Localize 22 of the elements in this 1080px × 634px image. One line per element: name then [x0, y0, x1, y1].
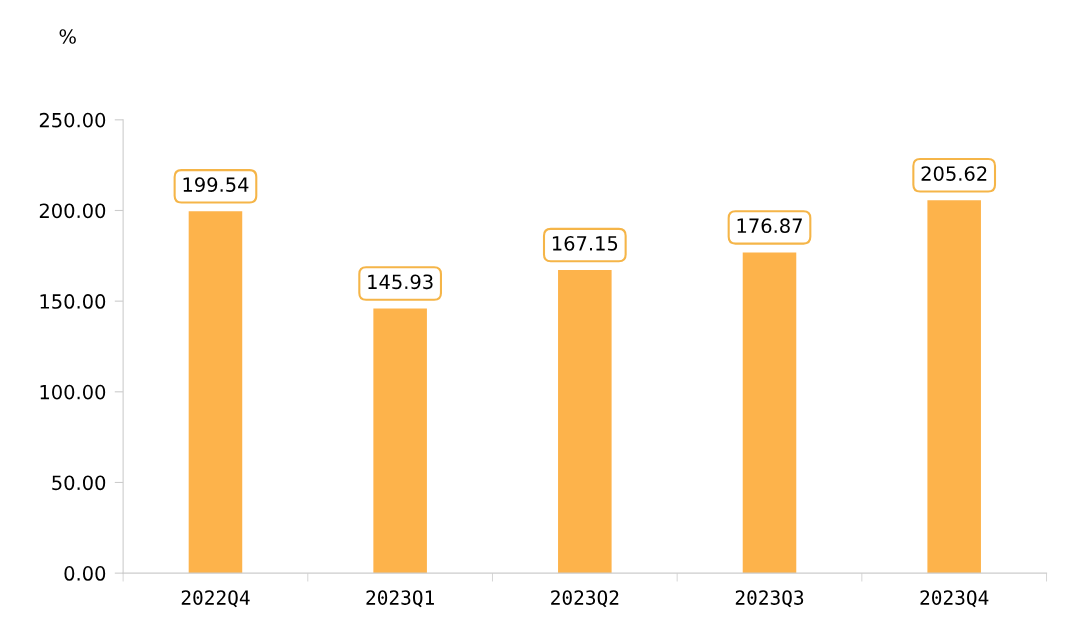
y-tick-label: 200.00 — [39, 203, 106, 219]
x-tick-label: 2023Q3 — [735, 590, 804, 608]
data-label: 199.54 — [183, 177, 249, 192]
data-label: 167.15 — [552, 235, 618, 251]
x-tick-label: 2023Q1 — [366, 590, 434, 608]
bar — [927, 200, 981, 574]
bar — [373, 308, 427, 574]
data-label: 145.93 — [368, 274, 433, 290]
y-tick-label: 150.00 — [40, 294, 106, 309]
x-tick-label: 2023Q2 — [551, 590, 619, 608]
bar — [188, 211, 243, 574]
y-axis-title: % — [59, 29, 76, 44]
bar — [742, 252, 797, 574]
y-tick-label: 0.00 — [64, 566, 106, 581]
y-tick-label: 100.00 — [40, 384, 106, 400]
y-tick-label: 50.00 — [52, 475, 106, 491]
data-label: 205.62 — [921, 166, 987, 181]
x-tick-label: 2023Q4 — [920, 590, 989, 608]
data-label: 176.87 — [737, 218, 802, 234]
y-tick-label: 250.00 — [39, 112, 106, 128]
x-tick-label: 2022Q4 — [181, 590, 250, 608]
bar — [558, 270, 612, 574]
